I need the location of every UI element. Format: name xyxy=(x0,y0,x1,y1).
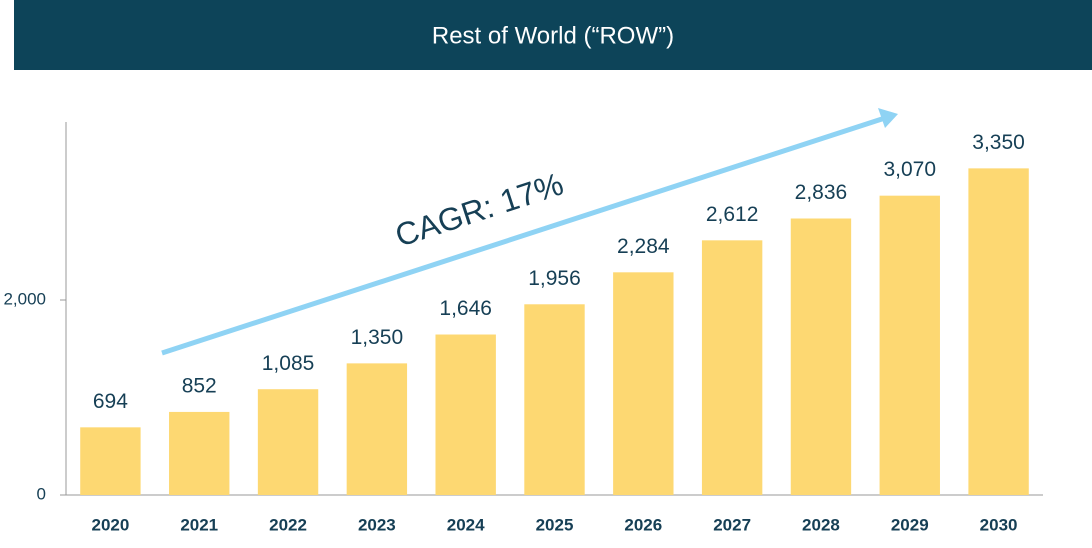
value-label: 2,284 xyxy=(617,235,670,258)
value-label: 1,350 xyxy=(351,326,404,349)
x-tick-label: 2021 xyxy=(180,515,218,534)
x-tick-label: 2022 xyxy=(269,515,307,534)
x-tick-label: 2029 xyxy=(891,515,929,534)
bar xyxy=(701,240,763,495)
value-label: 2,612 xyxy=(706,203,759,226)
bar xyxy=(524,304,585,495)
annotation: CAGR: 17% xyxy=(391,166,568,254)
x-tick-label: 2027 xyxy=(713,515,751,534)
x-tick-label: 2024 xyxy=(447,515,485,534)
value-label: 1,085 xyxy=(262,352,315,375)
x-tick-label: 2023 xyxy=(358,515,396,534)
bar xyxy=(80,427,141,495)
y-tick-label: 2,000 xyxy=(3,289,46,308)
y-tick-label: 0 xyxy=(37,484,46,503)
bar xyxy=(968,168,1029,495)
bar xyxy=(790,218,852,496)
chart-title: Rest of World (“ROW”) xyxy=(432,22,674,49)
value-label: 3,070 xyxy=(883,158,936,181)
value-label: 694 xyxy=(93,390,128,413)
value-label: 1,956 xyxy=(528,267,581,290)
cagr-arrow xyxy=(161,115,886,356)
value-label: 852 xyxy=(182,374,217,397)
value-label: 2,836 xyxy=(795,181,848,204)
x-tick-label: 2026 xyxy=(624,515,662,534)
value-label: 3,350 xyxy=(972,131,1025,154)
bar xyxy=(879,195,940,496)
value-label: 1,646 xyxy=(439,297,492,320)
bar xyxy=(257,389,319,495)
x-tick-label: 2030 xyxy=(980,515,1018,534)
bar xyxy=(435,334,496,495)
bar xyxy=(613,272,674,495)
bar xyxy=(169,411,230,495)
x-tick-label: 2025 xyxy=(536,515,574,534)
x-tick-label: 2028 xyxy=(802,515,840,534)
arrow-head xyxy=(878,108,898,128)
bar xyxy=(346,363,408,495)
title-banner xyxy=(14,0,1092,70)
x-tick-label: 2020 xyxy=(91,515,129,534)
